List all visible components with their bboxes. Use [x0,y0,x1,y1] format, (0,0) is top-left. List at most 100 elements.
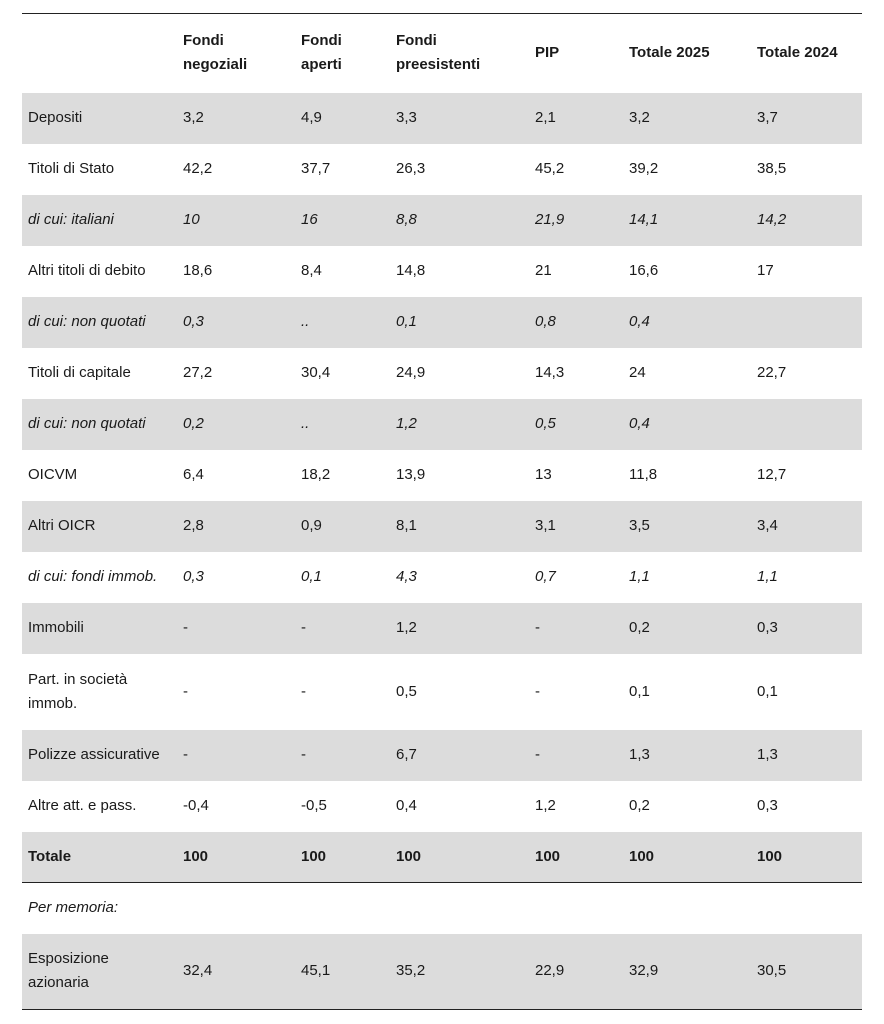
table-cell: 21,9 [535,211,565,228]
table-cell: 0,3 [183,568,204,585]
table-cell: 1,1 [757,568,778,585]
table-cell: 30,5 [757,962,787,980]
row-label: di cui: non quotati [28,415,146,432]
row-label: di cui: fondi immob. [28,568,158,585]
table-row: di cui: non quotati 0,2.. 1,2 0,5 0,4 [22,398,862,450]
table-cell [623,883,751,934]
table-cell: 0,4 [396,797,417,814]
table-cell: 0,5 [535,415,556,432]
table-cell: 16,6 [629,262,659,279]
table-cell: 11,8 [629,466,658,483]
table-cell: 3,5 [629,517,650,534]
table-cell: 37,7 [301,160,331,177]
table-cell [751,399,862,450]
table-cell: .. [301,415,310,432]
table-cell: 45,2 [535,160,565,177]
row-label: di cui: italiani [28,211,114,228]
row-label: Totale [28,847,72,865]
table-cell: 22,9 [535,962,565,980]
header-cell-blank [22,14,177,93]
table-cell: 0,4 [629,313,650,330]
table-row: Part. in società immob. - - 0,5 - 0,1 0,1 [22,654,862,730]
table-cell [529,883,623,934]
table-row: Altre att. e pass. -0,4 -0,5 0,4 1,2 0,2 0,3 [22,781,862,832]
table-row: OICVM 6,4 18,2 13,9 13 11,8 12,7 [22,450,862,501]
row-label: Esposizione azionaria [28,950,109,992]
column-header: Fondi preesistenti [396,32,481,74]
table-cell: 3,2 [629,109,650,126]
table-cell: 8,8 [396,211,417,228]
table-cell: 39,2 [629,160,659,177]
table-cell: 100 [629,847,655,865]
column-header: Fondi aperti [301,32,342,74]
column-header: Fondi negoziali [183,32,248,74]
table-cell: 14,2 [757,211,787,228]
table-cell: 0,3 [183,313,204,330]
table-cell: 4,3 [396,568,417,585]
table-cell: 8,1 [396,517,417,534]
column-header: Totale 2024 [757,44,838,62]
row-label: Titoli di capitale [28,364,131,381]
table-cell: - [301,746,306,763]
table-cell: 3,3 [396,109,417,126]
table-cell: - [183,619,188,636]
table-cell: .. [301,313,310,330]
table-row: Polizze assicurative - - 6,7 - 1,3 1,3 [22,729,862,781]
table-cell: 0,3 [757,619,778,636]
table-cell: 0,1 [629,682,650,700]
allocation-table: Fondi negoziali Fondi aperti Fondi preesis… [22,13,862,1010]
table-cell: 1,3 [757,746,778,763]
table-row: di cui: fondi immob. 0,3 0,1 4,3 0,7 1,1 1,1 [22,552,862,603]
table-row: Altri OICR 2,8 0,9 8,1 3,1 3,5 3,4 [22,500,862,552]
table-cell: -0,5 [301,797,327,814]
row-label: Titoli di Stato [28,160,115,177]
table-cell: 17 [757,262,774,279]
table-cell: 13,9 [396,466,426,483]
table-cell: 0,5 [396,682,417,700]
table-cell: - [301,682,306,700]
table-row: Titoli di capitale 27,2 30,4 24,9 14,3 24 22,7 [22,348,862,399]
row-label: Altre att. e pass. [28,797,137,814]
table-cell: - [183,746,188,763]
row-label: OICVM [28,466,78,483]
table-cell: - [183,682,188,700]
table-cell: 18,2 [301,466,331,483]
table-cell: 0,2 [183,415,204,432]
table-cell: 14,1 [629,211,659,228]
table-cell: 0,1 [757,682,778,700]
row-label: Polizze assicurative [28,746,160,763]
table-body: Depositi 3,2 4,9 3,3 2,1 3,2 3,7 Titoli di Stat… [22,92,862,1010]
table-cell: 10 [183,211,200,228]
table-cell [295,883,390,934]
column-header: PIP [535,44,560,62]
table-cell: 6,7 [396,746,417,763]
table-cell: 13 [535,466,552,483]
row-label: Depositi [28,109,83,126]
table-cell: -0,4 [183,797,209,814]
table-cell: 3,4 [757,517,778,534]
table-cell: 24,9 [396,364,426,381]
table-cell: 1,2 [396,619,417,636]
table-cell: 1,3 [629,746,650,763]
table-cell: 0,7 [535,568,556,585]
table-row: Titoli di Stato 42,2 37,7 26,3 45,2 39,2 38,5 [22,144,862,195]
table-row: Altri titoli di debito 18,6 8,4 14,8 21 16,6 1… [22,246,862,297]
table-cell: 35,2 [396,962,426,980]
table-cell: - [535,619,540,636]
table-cell: 100 [301,847,327,865]
row-label: Altri titoli di debito [28,262,146,279]
table-cell: 4,9 [301,109,322,126]
table-cell: 0,8 [535,313,556,330]
table-cell: 2,1 [535,109,556,126]
table-cell: 0,1 [396,313,417,330]
table-cell [390,883,529,934]
table-cell: 2,8 [183,517,204,534]
column-header: Totale 2025 [629,44,710,62]
table-cell: 0,1 [301,568,322,585]
table-cell: 8,4 [301,262,322,279]
table-cell: 26,3 [396,160,426,177]
table-cell: 27,2 [183,364,213,381]
table-cell: 100 [396,847,422,865]
table-cell: 1,2 [396,415,417,432]
table-header-row: Fondi negoziali Fondi aperti Fondi preesis… [22,13,862,93]
